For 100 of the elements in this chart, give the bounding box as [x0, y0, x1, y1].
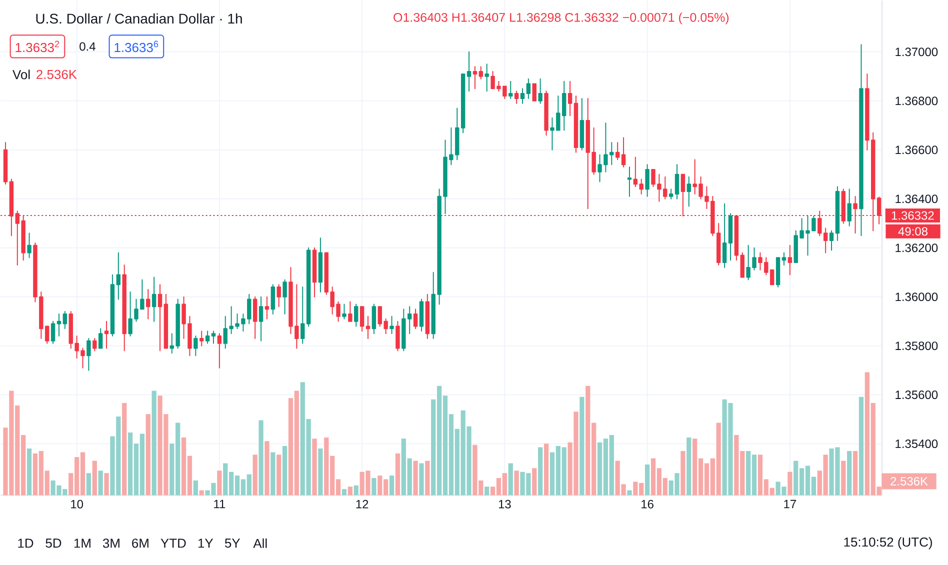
- candlestick: [217, 332, 222, 368]
- bar: [508, 463, 513, 496]
- candlestick: [466, 51, 472, 92]
- bar: [217, 470, 222, 496]
- x-tick-label: 16: [642, 500, 654, 508]
- candlestick: [645, 164, 650, 197]
- candlestick: [194, 335, 198, 356]
- bar: [104, 473, 109, 496]
- candlestick: [372, 304, 376, 334]
- candlestick: [621, 137, 626, 168]
- text: YTD: [160, 538, 186, 548]
- bar: [847, 450, 852, 496]
- candlestick: [615, 142, 620, 160]
- candlestick: [674, 164, 680, 200]
- bar: [686, 437, 692, 496]
- bar: [841, 460, 846, 496]
- candlestick: [62, 310, 68, 330]
- candlestick: [829, 230, 834, 251]
- bar: [627, 490, 632, 496]
- candlestick: [574, 95, 578, 153]
- x-tick-label: 11: [214, 500, 226, 508]
- candlestick: [538, 78, 542, 104]
- candlestick: [859, 44, 864, 236]
- bar: [680, 450, 686, 496]
- candlestick: [460, 73, 466, 134]
- candlestick: [740, 252, 744, 278]
- text: 5D: [46, 538, 62, 548]
- text: 49:08: [898, 227, 928, 236]
- candlestick: [104, 320, 109, 349]
- bar: [146, 414, 150, 496]
- bar: [342, 488, 347, 496]
- candlestick: [782, 252, 786, 266]
- candlestick: [847, 188, 852, 226]
- bar: [26, 448, 32, 496]
- candlestick: [425, 294, 430, 339]
- text: 5Y: [224, 538, 240, 548]
- y-tick-label: 1.36400: [896, 194, 938, 204]
- bar: [644, 464, 650, 496]
- candlestick: [520, 88, 525, 104]
- bar: [538, 447, 543, 496]
- bar: [532, 468, 537, 496]
- candlestick: [354, 304, 358, 327]
- candlestick: [835, 186, 840, 241]
- bar: [419, 463, 424, 496]
- candlestick: [164, 294, 168, 349]
- candlestick: [306, 247, 311, 327]
- candlestick: [252, 296, 258, 339]
- annotation: 1.3633$^{2}$: [16, 40, 60, 52]
- text: 15:10:52 (UTC): [844, 537, 932, 550]
- y-tick-label: 1.35600: [896, 390, 938, 399]
- bar: [270, 452, 276, 496]
- bar: [580, 396, 584, 496]
- candlestick: [50, 320, 56, 344]
- candlestick: [158, 284, 162, 352]
- bar: [395, 453, 400, 496]
- candlestick: [823, 228, 828, 254]
- candlestick: [419, 298, 424, 332]
- y-tick-label: 1.36600: [896, 146, 938, 154]
- text: 2.536K: [890, 476, 928, 486]
- bar: [276, 454, 282, 496]
- candlestick: [639, 178, 644, 194]
- text: 6M: [132, 538, 148, 548]
- candlestick: [98, 328, 103, 349]
- candlestick: [514, 90, 519, 104]
- y-tick-label: 1.37000: [896, 48, 938, 56]
- text: All: [253, 538, 267, 548]
- bar: [258, 420, 264, 496]
- candlestick: [116, 252, 121, 300]
- bar: [264, 441, 270, 496]
- candlestick: [342, 304, 346, 320]
- bar: [544, 443, 549, 496]
- candlestick: [396, 320, 400, 352]
- candlestick: [300, 286, 305, 344]
- candlestick: [122, 264, 126, 352]
- bar: [122, 402, 127, 496]
- candlestick: [472, 66, 478, 90]
- candlestick: [668, 188, 674, 200]
- candlestick: [366, 316, 370, 339]
- annotation: 0.4: [80, 42, 96, 51]
- candlestick: [390, 316, 394, 334]
- candlestick: [211, 330, 216, 344]
- x-tick-label: 17: [784, 500, 796, 508]
- candlestick: [633, 156, 638, 188]
- candlestick: [92, 338, 97, 352]
- bar: [318, 448, 323, 496]
- candlestick: [264, 296, 270, 320]
- bar: [312, 438, 317, 496]
- bar: [252, 454, 258, 496]
- y-tick-label: 1.36000: [896, 292, 938, 302]
- candlestick: [86, 338, 91, 371]
- bar: [98, 470, 103, 496]
- candlestick: [544, 90, 548, 136]
- annotation: 1.3633$^{6}$: [114, 40, 158, 52]
- candlestick: [56, 313, 62, 336]
- candlestick: [526, 78, 531, 99]
- candlestick: [276, 284, 281, 308]
- candlestick: [282, 279, 287, 314]
- bar: [425, 460, 430, 496]
- candlestick: [508, 80, 513, 99]
- bar: [389, 475, 394, 496]
